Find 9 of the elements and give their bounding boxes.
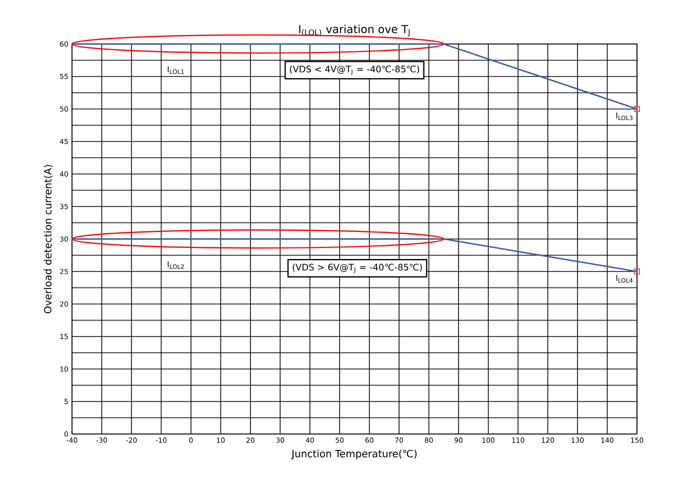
annotation: I$_{LOL1}$ (168, 66, 184, 74)
annotation: (VDS < 4V@T$_{J}$ = -40℃-85℃) (290, 65, 420, 75)
annotation: I$_{LOL4}$ (616, 275, 633, 283)
annotation: (VDS > 6V@T$_{J}$ = -40℃-85℃) (292, 264, 422, 273)
y-axis-title: Overload detection current(A) (44, 164, 53, 314)
x-axis-title: Junction Temperature(℃) (291, 450, 417, 460)
chart-title: I$_{(LOL)}$ variation ove T$_{J}$ (299, 24, 410, 36)
annotation: I$_{LOL3}$ (616, 112, 632, 120)
annotation: I$_{LOL2}$ (168, 261, 184, 269)
